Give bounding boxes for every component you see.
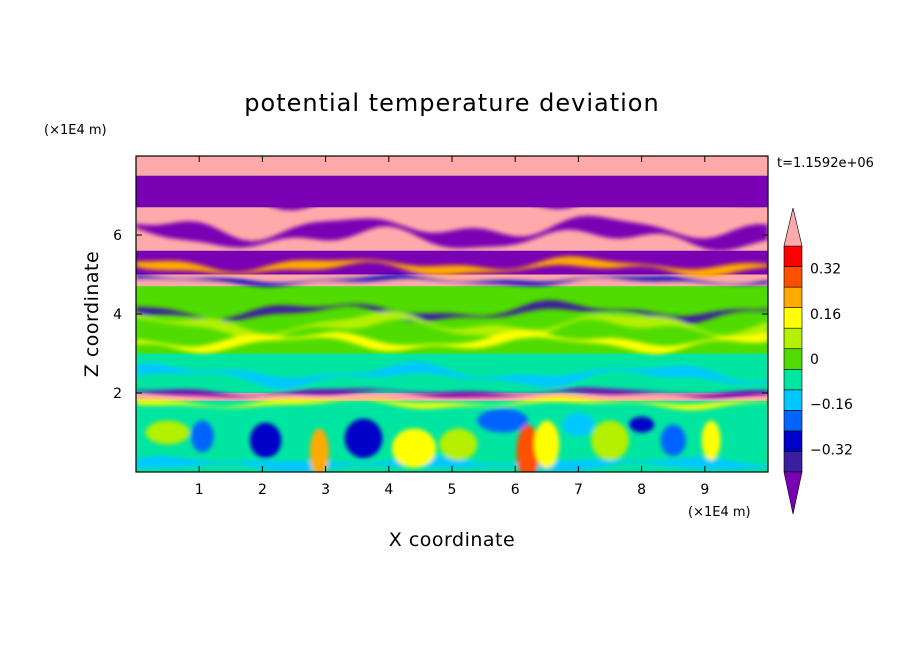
- eddy-13: [145, 420, 190, 445]
- y-axis: 2 4 6: [113, 228, 768, 402]
- x-tick-label: 7: [574, 482, 583, 498]
- field-features: [136, 180, 768, 472]
- yellow-streak-2: [136, 329, 768, 354]
- colorbar-segment: [783, 348, 803, 370]
- colorbar-tick-label: 0.16: [810, 307, 841, 323]
- chart-title: potential temperature deviation: [244, 89, 659, 117]
- y-axis-unit: (×1E4 m): [44, 123, 107, 138]
- field-band-0: [136, 156, 768, 176]
- y-axis-label: Z coordinate: [81, 251, 103, 377]
- colorbar-segment: [783, 327, 803, 350]
- eddy-14: [628, 416, 655, 433]
- plot-area: 1 2 3 4 5 6 7 8 9 2 4 6: [113, 155, 769, 498]
- eddy-3: [309, 428, 329, 472]
- x-tick-label: 9: [700, 482, 709, 498]
- x-tick-label: 2: [258, 482, 267, 498]
- x-tick-label: 5: [448, 482, 457, 498]
- colorbar-tick-label: −0.32: [810, 442, 853, 458]
- x-axis-label: X coordinate: [389, 529, 515, 551]
- thin-cold-layer: [136, 274, 768, 287]
- eddy-0: [249, 422, 282, 459]
- eddy-6: [534, 420, 560, 469]
- surface-layer: [136, 455, 768, 472]
- y-tick-label: 6: [113, 228, 122, 244]
- inversion-cold: [136, 387, 768, 399]
- colorbar-segment: [783, 266, 803, 288]
- eddy-5: [516, 424, 540, 472]
- colorbar-segment: [783, 286, 803, 308]
- colorbar-segment: [783, 410, 803, 432]
- colorbar-tick-label: 0.32: [810, 262, 841, 278]
- colorbar-segment: [783, 245, 803, 267]
- eddy-9: [660, 424, 686, 457]
- eddy-8: [591, 420, 629, 461]
- mid-upper-wave: [136, 215, 768, 251]
- colorbar-segment: [783, 389, 803, 411]
- colorbar-segment: [783, 307, 803, 329]
- eddy-1: [344, 418, 383, 459]
- eddy-7: [439, 428, 478, 461]
- colorbar-segment: [783, 451, 803, 473]
- eddy-4: [391, 428, 437, 469]
- upper-wave: [136, 180, 768, 211]
- eddy-10: [701, 420, 721, 461]
- cold-filament: [136, 300, 768, 325]
- x-tick-label: 4: [384, 482, 393, 498]
- eddy-12: [477, 408, 528, 433]
- colorbar-tick-label: 0: [810, 352, 819, 368]
- colorbar-segment: [783, 368, 803, 391]
- eddy-2: [190, 420, 214, 453]
- x-tick-label: 6: [511, 482, 520, 498]
- warm-layer-wave: [136, 256, 768, 278]
- field-band-4: [136, 274, 768, 287]
- yellow-streak: [136, 311, 768, 341]
- time-label: t=1.1592e+06: [777, 156, 874, 171]
- eddy-11: [562, 412, 595, 437]
- cyan-layer: [136, 361, 768, 390]
- colorbar-extend-min: [783, 471, 803, 515]
- colorbar: 0.32 0.16 0 −0.16 −0.32: [783, 207, 853, 515]
- x-tick-label: 3: [321, 482, 330, 498]
- y-tick-label: 2: [113, 386, 122, 402]
- colorbar-extend-max: [783, 207, 803, 247]
- x-axis: 1 2 3 4 5 6 7 8 9: [195, 156, 709, 498]
- colorbar-tick-label: −0.16: [810, 397, 853, 413]
- x-tick-label: 1: [195, 482, 204, 498]
- colorbar-segment: [783, 430, 803, 452]
- x-tick-label: 8: [637, 482, 646, 498]
- x-axis-unit: (×1E4 m): [688, 505, 751, 520]
- y-tick-label: 4: [113, 307, 122, 323]
- inversion-warm: [136, 395, 768, 411]
